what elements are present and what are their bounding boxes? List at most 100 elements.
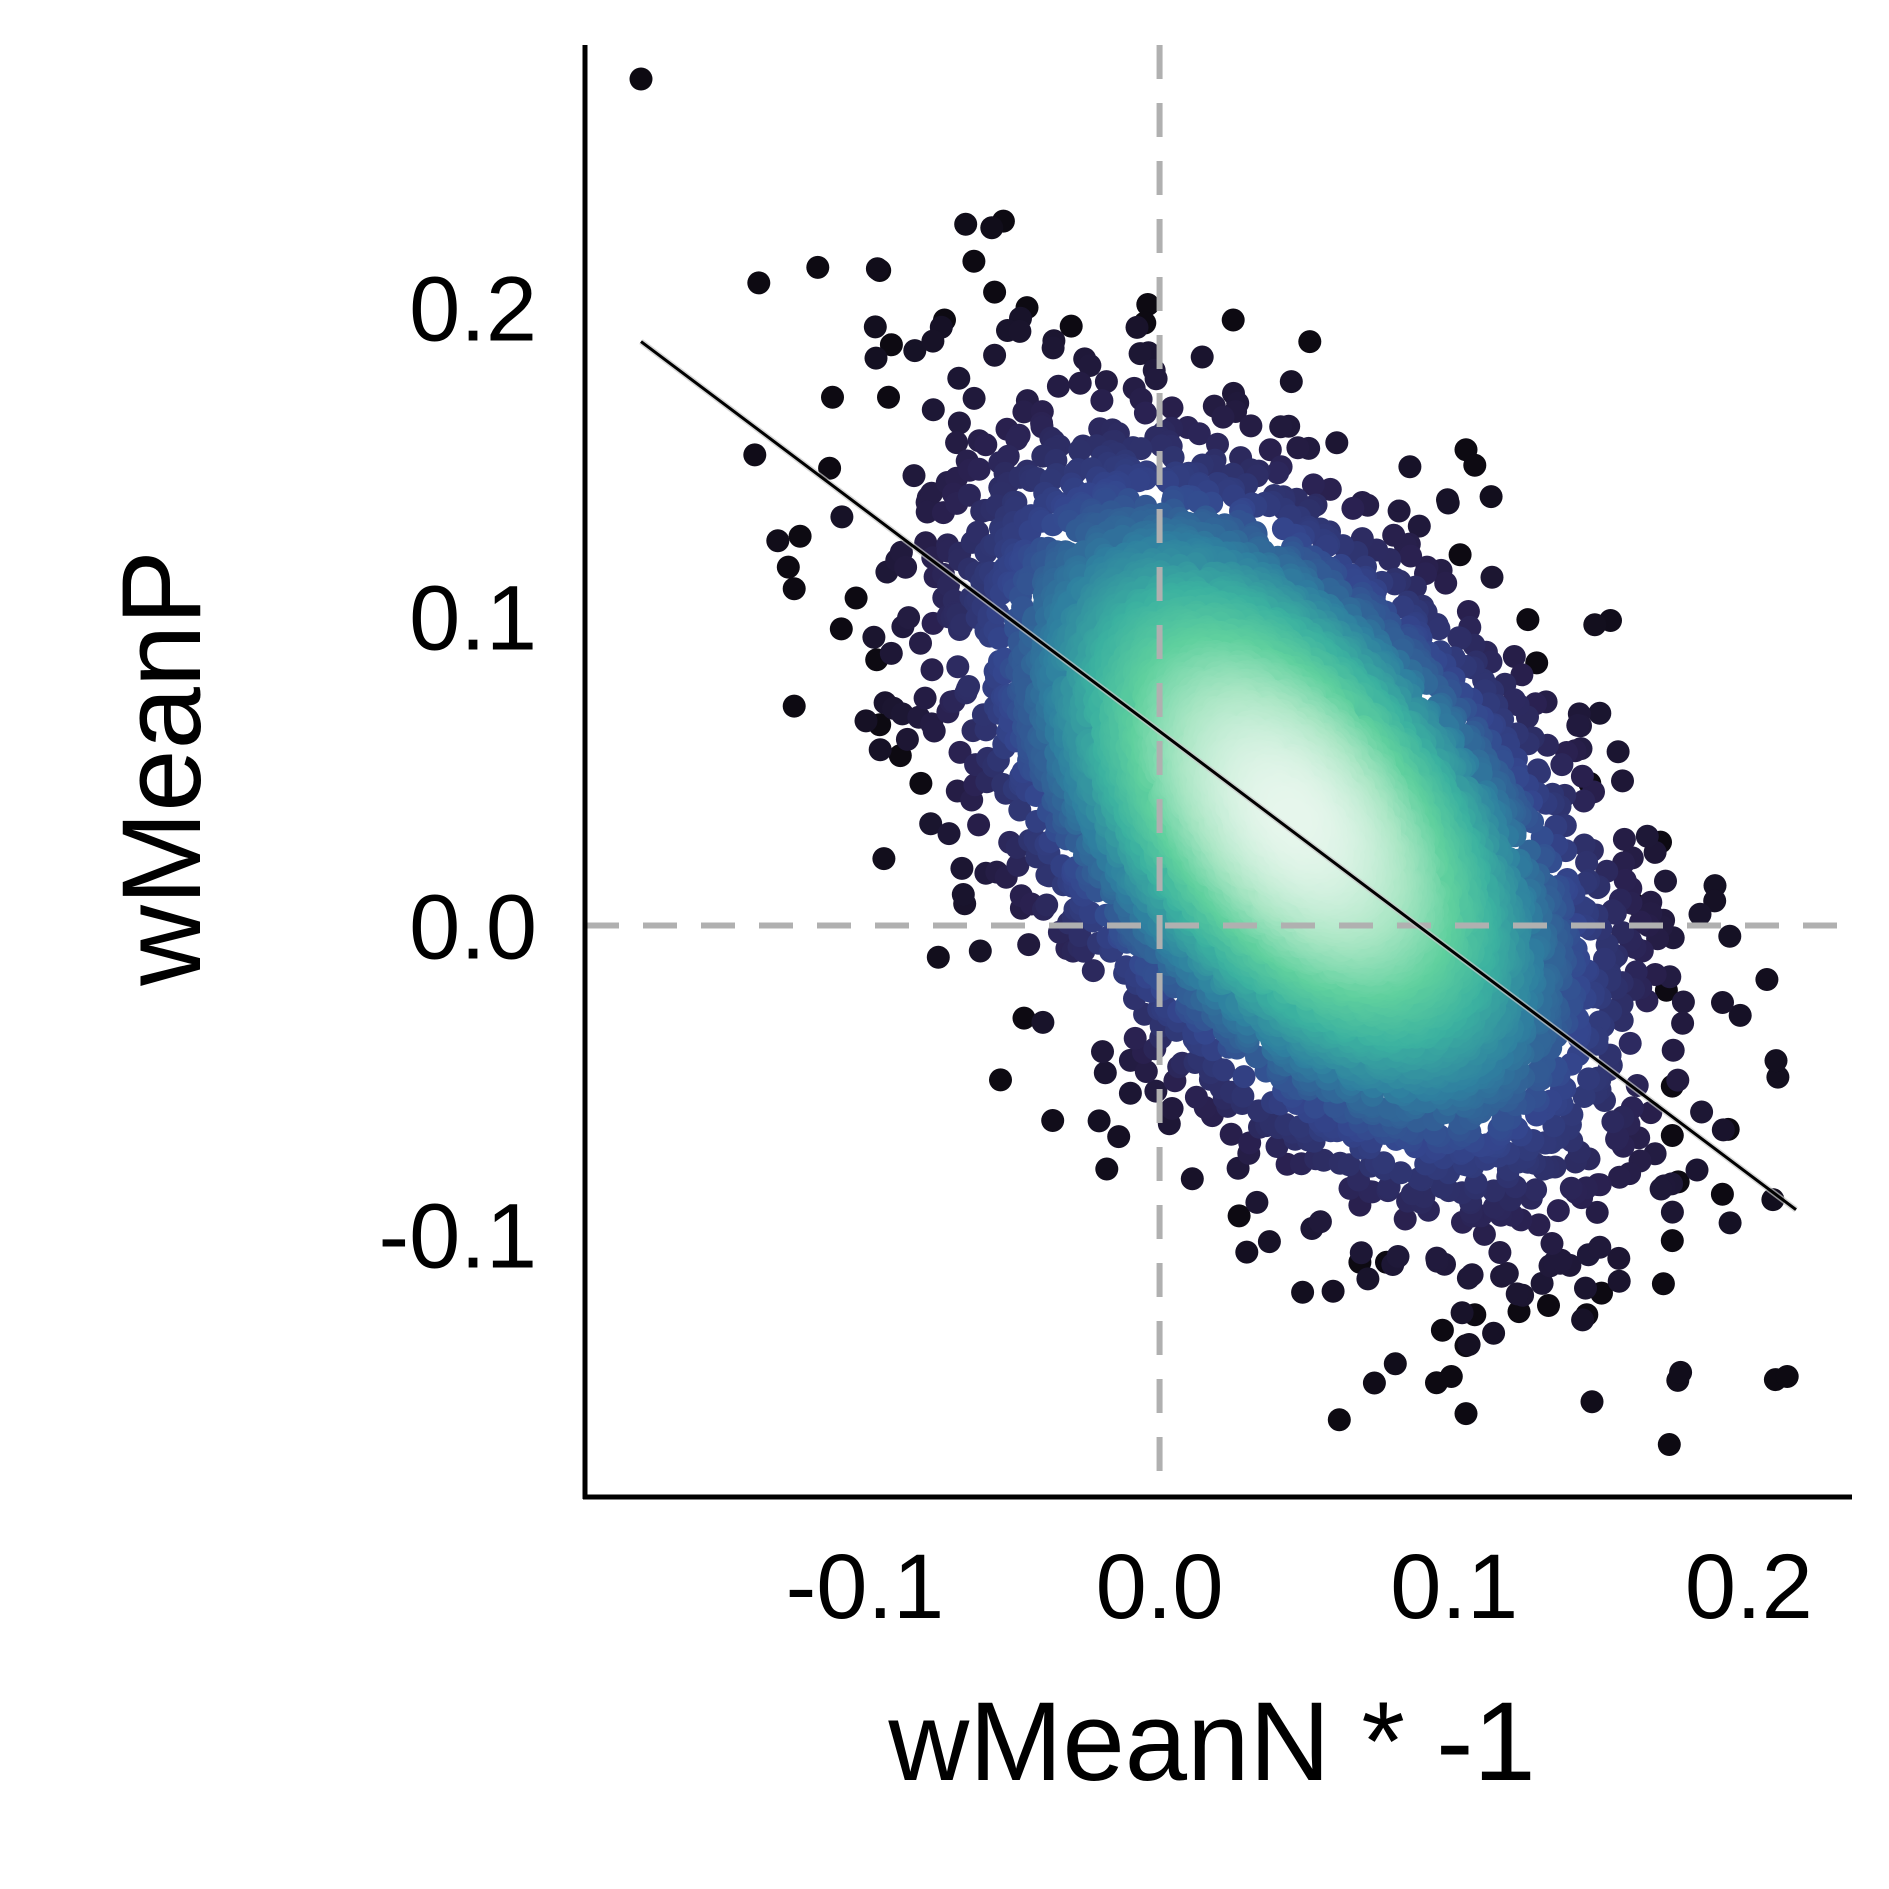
data-point	[1607, 1246, 1631, 1270]
data-point	[872, 847, 896, 871]
data-point	[747, 271, 771, 295]
data-point	[1081, 959, 1105, 983]
data-point	[766, 529, 790, 553]
data-point	[1425, 1246, 1449, 1270]
data-point	[989, 1068, 1012, 1092]
data-point	[1530, 1271, 1554, 1295]
data-point	[1221, 308, 1245, 332]
data-point	[1588, 701, 1612, 725]
data-point	[894, 555, 918, 579]
data-point	[1321, 1279, 1345, 1303]
data-point	[1012, 1006, 1036, 1030]
data-point	[1325, 431, 1349, 455]
data-point	[782, 577, 806, 601]
data-point	[1286, 436, 1310, 460]
data-point	[1219, 1122, 1243, 1146]
data-point	[844, 586, 868, 610]
data-point	[1372, 1151, 1396, 1175]
data-point	[1068, 924, 1092, 948]
data-point	[897, 606, 921, 630]
data-point	[1661, 1038, 1685, 1062]
data-point	[1502, 645, 1526, 668]
data-point	[1387, 499, 1411, 523]
data-point	[829, 617, 853, 641]
data-point	[1775, 1365, 1799, 1388]
data-point	[1654, 869, 1677, 893]
data-point	[1671, 1011, 1695, 1035]
data-point	[1764, 1049, 1788, 1073]
data-point	[1574, 1276, 1597, 1300]
data-point	[957, 675, 981, 698]
data-point	[1649, 1177, 1673, 1201]
data-point	[902, 464, 926, 488]
data-point	[968, 939, 992, 963]
data-point	[1502, 688, 1526, 712]
data-point	[1516, 608, 1540, 632]
data-point	[1301, 473, 1325, 497]
data-point	[1657, 1433, 1681, 1456]
data-point	[1542, 1114, 1566, 1138]
data-point	[1012, 400, 1036, 424]
data-point	[1572, 833, 1596, 857]
data-point	[1430, 1318, 1454, 1342]
data-point	[1133, 401, 1157, 425]
data-point	[1257, 1230, 1281, 1254]
data-point	[1635, 824, 1659, 848]
data-point	[996, 444, 1020, 468]
data-point	[1271, 517, 1295, 541]
data-point	[1059, 314, 1083, 338]
data-point	[1087, 1109, 1111, 1133]
data-point	[863, 315, 887, 339]
data-point	[948, 740, 972, 764]
data-point	[895, 727, 919, 751]
data-point	[1613, 868, 1637, 892]
data-point	[947, 366, 971, 390]
data-point	[1690, 1100, 1714, 1124]
data-point	[1601, 1110, 1625, 1134]
data-point	[1527, 1213, 1551, 1237]
data-point	[951, 883, 975, 906]
data-point	[629, 67, 653, 91]
data-point	[1728, 1003, 1752, 1027]
data-point	[1187, 422, 1211, 446]
data-point	[865, 257, 889, 281]
data-point	[1005, 427, 1029, 451]
data-point	[854, 709, 878, 733]
data-point	[1093, 1061, 1117, 1085]
data-point	[1269, 415, 1293, 439]
data-point	[909, 771, 933, 795]
data-point	[1356, 1267, 1380, 1291]
data-point	[950, 856, 974, 880]
data-point	[1666, 1068, 1690, 1092]
data-point	[962, 386, 986, 410]
data-point	[1510, 663, 1534, 687]
data-point	[1660, 1124, 1684, 1147]
data-point	[1448, 543, 1472, 567]
data-point	[1362, 1371, 1386, 1395]
data-point	[1755, 968, 1779, 991]
data-point	[1308, 1210, 1332, 1234]
data-point	[967, 457, 991, 481]
data-point	[946, 655, 970, 679]
data-point	[1434, 571, 1458, 595]
data-point	[1559, 1176, 1583, 1200]
data-point	[983, 343, 1007, 367]
data-point	[1160, 396, 1184, 420]
data-point	[1482, 1179, 1506, 1203]
data-point	[1611, 921, 1635, 945]
data-point	[1436, 491, 1460, 515]
data-point	[1128, 342, 1152, 366]
data-point	[1041, 1109, 1065, 1132]
data-point	[1612, 827, 1636, 851]
data-point	[1068, 371, 1092, 395]
data-point	[1399, 544, 1423, 568]
data-point	[1711, 991, 1734, 1014]
data-point	[1008, 319, 1032, 343]
data-point	[1123, 1026, 1147, 1050]
data-point	[1227, 1204, 1251, 1228]
data-point	[954, 212, 978, 236]
data-point	[1068, 439, 1092, 463]
data-point	[1685, 1158, 1709, 1182]
data-point	[1651, 1272, 1675, 1296]
